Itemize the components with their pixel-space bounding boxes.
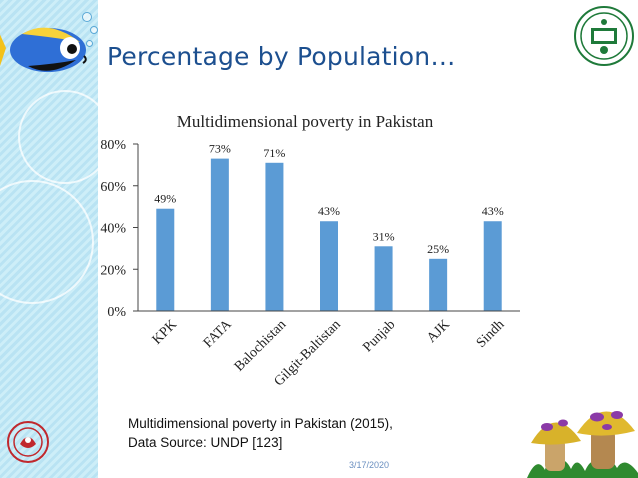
bar-balochistan bbox=[265, 162, 284, 311]
x-category-label: Balochistan bbox=[232, 317, 289, 374]
x-category-label: AJK bbox=[424, 317, 453, 346]
bubble-icon bbox=[82, 12, 92, 22]
fish-icon bbox=[0, 27, 87, 72]
x-category-label: KPK bbox=[150, 317, 180, 347]
mushroom-icon bbox=[527, 411, 638, 478]
chart-title: Multidimensional poverty in Pakistan bbox=[177, 112, 434, 131]
seal-icon bbox=[7, 421, 49, 463]
data-label: 43% bbox=[482, 204, 504, 218]
bubble-icon bbox=[90, 26, 98, 34]
data-label: 49% bbox=[154, 192, 176, 206]
bar-ajk bbox=[429, 258, 448, 311]
y-tick-label: 40% bbox=[100, 222, 126, 237]
y-tick-label: 60% bbox=[100, 180, 126, 195]
y-tick-label: 20% bbox=[100, 263, 126, 278]
x-category-label: Punjab bbox=[360, 317, 398, 355]
y-tick-label: 80% bbox=[100, 138, 126, 153]
slide-date: 3/17/2020 bbox=[349, 460, 390, 470]
x-category-label: FATA bbox=[201, 317, 235, 351]
bubble-icon bbox=[86, 40, 93, 47]
caption-line-2: Data Source: UNDP [123] bbox=[128, 435, 283, 450]
poverty-bar-chart: Multidimensional poverty in Pakistan 0% 2… bbox=[100, 112, 520, 389]
data-label: 25% bbox=[427, 242, 449, 256]
bar-sindh bbox=[483, 221, 502, 311]
x-category-label: Sindh bbox=[474, 317, 508, 351]
department-logo-icon bbox=[574, 6, 634, 66]
data-label: 73% bbox=[209, 142, 231, 156]
data-label: 31% bbox=[373, 229, 395, 243]
bar-punjab bbox=[374, 246, 393, 311]
bar-gilgit-baltistan bbox=[320, 221, 338, 311]
bar-fata bbox=[210, 158, 229, 311]
y-tick-label: 0% bbox=[107, 305, 126, 320]
caption-line-1: Multidimensional poverty in Pakistan (20… bbox=[128, 416, 393, 431]
data-label: 43% bbox=[318, 204, 340, 218]
data-label: 71% bbox=[263, 146, 285, 160]
bar-kpk bbox=[156, 208, 175, 311]
caption: Multidimensional poverty in Pakistan (20… bbox=[128, 414, 393, 452]
decorative-side-strip bbox=[0, 0, 112, 478]
slide-title: Percentage by Population… bbox=[107, 42, 456, 71]
decorative-ring bbox=[18, 90, 112, 184]
